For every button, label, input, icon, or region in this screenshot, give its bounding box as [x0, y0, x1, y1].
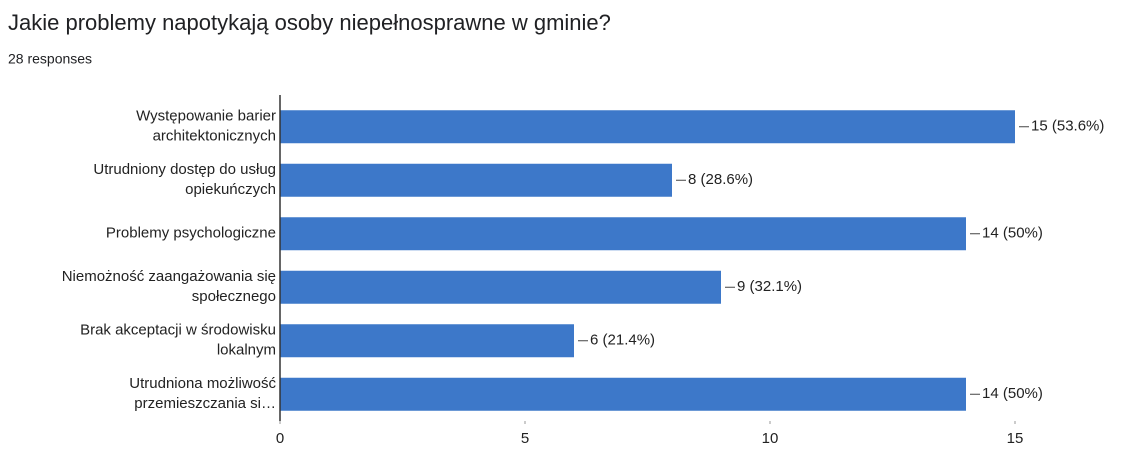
chart-subtitle: 28 responses [8, 51, 92, 67]
x-tick-label: 15 [1007, 430, 1024, 447]
data-label: 6 (21.4%) [590, 332, 655, 349]
bar [280, 270, 721, 304]
y-tick-label: Utrudniona możliwość [129, 375, 276, 392]
chart-title: Jakie problemy napotykają osoby niepełno… [8, 10, 611, 35]
data-label: 15 (53.6%) [1031, 118, 1104, 135]
y-tick-label: lokalnym [217, 342, 276, 359]
bar [280, 163, 672, 197]
bar [280, 110, 1015, 144]
y-tick-label: architektonicznych [153, 128, 276, 145]
data-label: 8 (28.6%) [688, 171, 753, 188]
y-tick-label: opiekuńczych [185, 181, 276, 198]
y-tick-label: Brak akceptacji w środowisku [80, 322, 276, 339]
y-tick-label: społecznego [192, 288, 276, 305]
bar [280, 324, 574, 358]
data-label: 9 (32.1%) [737, 278, 802, 295]
data-label: 14 (50%) [982, 225, 1043, 242]
y-tick-label: Utrudniony dostęp do usług [93, 161, 276, 178]
x-tick-label: 5 [521, 430, 529, 447]
x-tick-label: 10 [762, 430, 779, 447]
bar [280, 377, 966, 411]
y-tick-label: Problemy psychologiczne [106, 225, 276, 242]
bar [280, 217, 966, 251]
y-tick-label: przemieszczania si… [134, 395, 276, 412]
x-tick-label: 0 [276, 430, 284, 447]
data-label: 14 (50%) [982, 385, 1043, 402]
y-tick-label: Niemożność zaangażowania się [62, 268, 276, 285]
y-tick-label: Występowanie barier [136, 108, 276, 125]
